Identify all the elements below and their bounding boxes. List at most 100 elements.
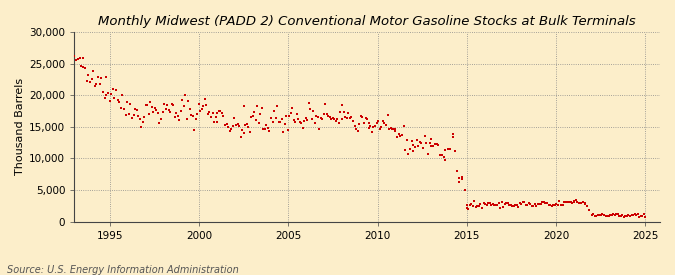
Point [390, 127, 401, 131]
Point [337, 117, 348, 121]
Point [440, 157, 451, 162]
Point [634, 215, 645, 219]
Point [508, 204, 519, 209]
Point [400, 148, 410, 153]
Point [490, 203, 501, 207]
Y-axis label: Thousand Barrels: Thousand Barrels [15, 78, 25, 175]
Point [579, 202, 590, 206]
Point [454, 180, 464, 184]
Point [226, 127, 237, 131]
Point [622, 213, 632, 218]
Point [325, 115, 335, 119]
Point [487, 202, 498, 206]
Point [612, 211, 623, 216]
Point [618, 214, 629, 219]
Point [500, 202, 510, 206]
Point [71, 57, 82, 62]
Point [256, 106, 267, 110]
Point [114, 100, 125, 104]
Point [392, 134, 402, 139]
Point [150, 106, 161, 111]
Point [406, 139, 417, 143]
Point [101, 75, 112, 80]
Point [469, 199, 480, 204]
Point [160, 107, 171, 111]
Point [232, 122, 243, 126]
Point [98, 90, 109, 94]
Point [395, 134, 406, 138]
Point [132, 107, 142, 112]
Point [165, 110, 176, 114]
Point [145, 99, 156, 104]
Point [419, 134, 430, 138]
Point [371, 121, 382, 125]
Point [212, 111, 223, 116]
Point [271, 104, 282, 108]
Point [252, 104, 263, 108]
Point [106, 92, 117, 97]
Point [474, 204, 485, 208]
Point [639, 212, 649, 216]
Point [599, 213, 610, 217]
Point [413, 144, 424, 148]
Point [531, 204, 542, 208]
Point [229, 116, 240, 120]
Point [331, 119, 342, 123]
Point [88, 69, 99, 73]
Point [360, 116, 371, 120]
Point [323, 114, 333, 118]
Point [608, 212, 618, 216]
Point [192, 111, 202, 116]
Point [584, 208, 595, 212]
Point [620, 214, 631, 218]
Point [438, 155, 449, 160]
Point [305, 107, 316, 112]
Point [219, 123, 230, 128]
Point [577, 200, 588, 204]
Point [495, 205, 506, 210]
Point [115, 106, 126, 110]
Point [485, 202, 496, 207]
Point [142, 103, 153, 107]
Point [484, 201, 495, 205]
Point [547, 203, 558, 207]
Point [504, 202, 514, 207]
Point [299, 119, 310, 124]
Point [128, 113, 139, 117]
Point [568, 200, 579, 205]
Point [320, 102, 331, 107]
Point [597, 212, 608, 216]
Point [365, 124, 376, 128]
Point [640, 214, 651, 219]
Point [166, 102, 177, 106]
Point [411, 138, 422, 142]
Point [315, 116, 326, 120]
Point [78, 65, 88, 70]
Point [588, 212, 599, 216]
Point [445, 147, 456, 151]
Point [238, 131, 249, 135]
Point [202, 111, 213, 116]
Point [457, 177, 468, 181]
Point [321, 112, 332, 116]
Point [480, 202, 491, 207]
Point [408, 148, 418, 153]
Point [387, 127, 398, 131]
Point [178, 103, 189, 108]
Point [462, 202, 472, 207]
Point [562, 200, 573, 204]
Point [591, 213, 601, 218]
Point [313, 114, 323, 119]
Point [506, 202, 516, 207]
Point [560, 200, 571, 204]
Point [373, 119, 383, 123]
Point [496, 199, 507, 204]
Point [520, 203, 531, 207]
Point [332, 117, 343, 121]
Point [210, 115, 221, 119]
Point [217, 111, 227, 115]
Point [326, 117, 337, 121]
Point [234, 123, 244, 128]
Point [497, 205, 508, 210]
Point [552, 203, 563, 208]
